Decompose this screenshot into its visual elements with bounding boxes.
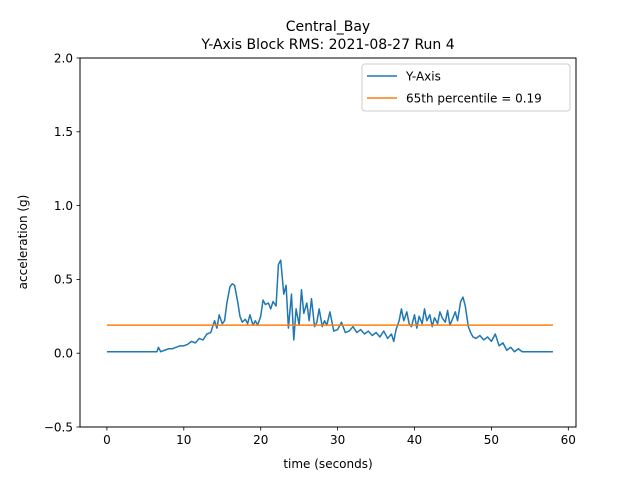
x-axis: 0 10 20 30 40 50 60 — [103, 427, 576, 447]
y-axis-label: acceleration (g) — [16, 195, 30, 290]
y-tick-label: 2.0 — [54, 51, 73, 65]
series-layer — [106, 259, 553, 353]
y-axis: −0.5 0.0 0.5 1.0 1.5 2.0 — [44, 51, 80, 434]
legend-label-percentile: 65th percentile = 0.19 — [406, 92, 542, 106]
chart-subtitle: Y-Axis Block RMS: 2021-08-27 Run 4 — [200, 37, 454, 53]
plot-frame — [79, 57, 577, 428]
x-tick-label: 10 — [176, 433, 191, 447]
legend: Y-Axis 65th percentile = 0.19 — [361, 63, 571, 112]
x-tick-label: 50 — [484, 433, 499, 447]
y-tick-label: 1.5 — [54, 125, 73, 139]
x-axis-label: time (seconds) — [283, 457, 372, 471]
legend-frame — [361, 63, 571, 112]
legend-label-y-axis: Y-Axis — [405, 70, 441, 84]
y-tick-label: 0.5 — [54, 273, 73, 287]
x-tick-label: 40 — [407, 433, 422, 447]
x-tick-label: 60 — [561, 433, 576, 447]
y-tick-label: 1.0 — [54, 199, 73, 213]
x-tick-label: 0 — [103, 433, 111, 447]
chart-title: Central_Bay — [286, 19, 370, 35]
x-tick-label: 30 — [330, 433, 345, 447]
plot-area — [79, 57, 577, 428]
y-tick-label: 0.0 — [54, 347, 73, 361]
series-line-y-axis — [106, 259, 553, 353]
x-tick-label: 20 — [253, 433, 268, 447]
y-tick-label: −0.5 — [44, 420, 73, 434]
